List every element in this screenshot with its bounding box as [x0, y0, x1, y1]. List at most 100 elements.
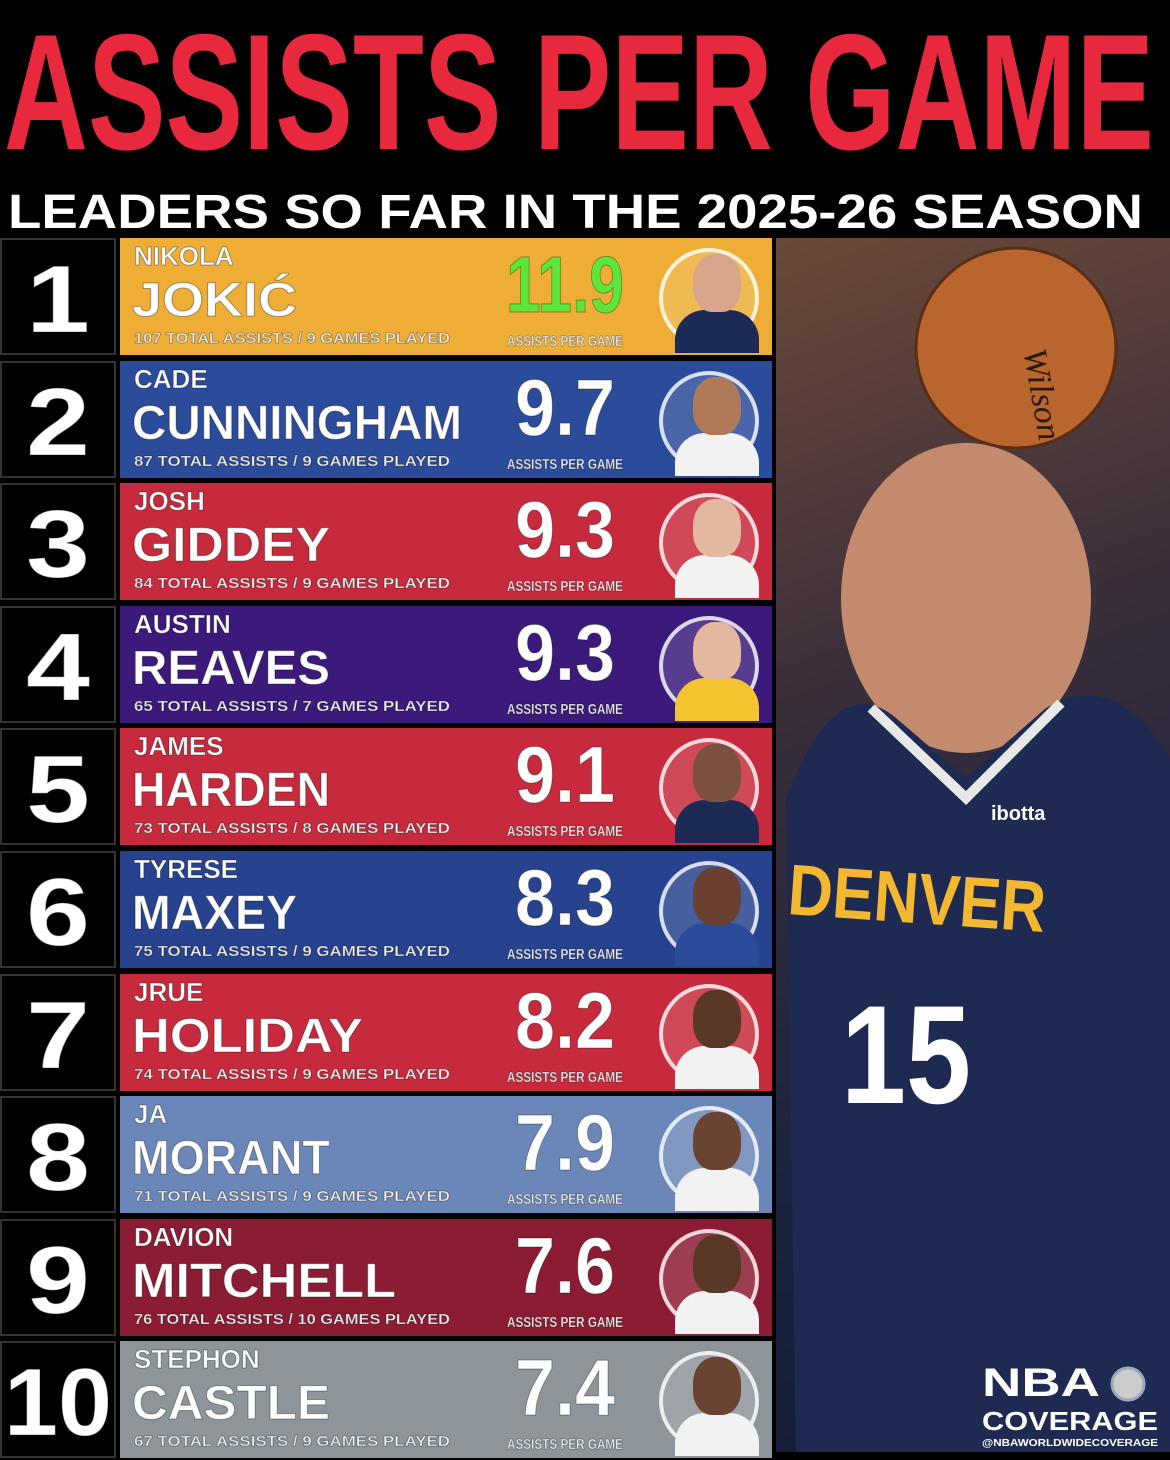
jersey-number: 15	[841, 976, 971, 1133]
player-face	[693, 376, 741, 435]
rank-badge: 9	[0, 1218, 116, 1336]
jersey-sponsor: ibotta	[991, 803, 1046, 825]
assists-per-game-label: ASSISTS PER GAME	[507, 701, 623, 718]
leader-row: 10 STEPHON CASTLE 67 TOTAL ASSISTS / 9 GAME…	[0, 1341, 776, 1459]
player-stats-line: 107 TOTAL ASSISTS / 9 GAMES PLAYED	[134, 330, 450, 347]
rank-number: 9	[26, 1227, 90, 1334]
assists-per-game-label: ASSISTS PER GAME	[507, 333, 623, 350]
rank-badge: 6	[0, 851, 116, 968]
watermark-line1: NBA	[982, 1361, 1100, 1405]
leader-row: 5 JAMES HARDEN 73 TOTAL ASSISTS / 8 GAMES P…	[0, 728, 776, 846]
player-headshot	[655, 485, 771, 599]
jersey	[675, 677, 759, 721]
watermark-handle: @NBAWORLDWIDECOVERAGE	[982, 1438, 1158, 1449]
page-title: ASSISTS PER GAME	[4, 0, 1154, 184]
player-last-name: REAVES	[132, 642, 330, 695]
player-stats-line: 87 TOTAL ASSISTS / 9 GAMES PLAYED	[134, 453, 450, 470]
player-panel: NIKOLA JOKIĆ 107 TOTAL ASSISTS / 9 GAMES P…	[120, 238, 772, 355]
leader-row: 6 TYRESE MAXEY 75 TOTAL ASSISTS / 9 GAMES P…	[0, 851, 776, 968]
player-face	[693, 1112, 741, 1171]
player-headshot	[655, 608, 771, 721]
player-panel: TYRESE MAXEY 75 TOTAL ASSISTS / 9 GAMES PL…	[120, 851, 772, 968]
player-headshot	[655, 1343, 771, 1457]
rank-number: 10	[4, 1349, 112, 1456]
player-last-name: MORANT	[132, 1132, 330, 1185]
player-first-name: JRUE	[134, 977, 203, 1007]
assists-per-game-value: 9.7	[515, 363, 615, 452]
player-panel: JOSH GIDDEY 84 TOTAL ASSISTS / 9 GAMES PLA…	[120, 483, 772, 601]
rank-badge: 5	[0, 728, 116, 846]
jersey	[675, 1168, 759, 1212]
player-first-name: JAMES	[134, 731, 224, 761]
player-face	[693, 621, 741, 680]
assists-per-game-label: ASSISTS PER GAME	[507, 823, 623, 840]
leader-row: 2 CADE CUNNINGHAM 87 TOTAL ASSISTS / 9 GAME…	[0, 360, 776, 478]
player-first-name: JOSH	[134, 486, 205, 516]
leader-row: 9 DAVION MITCHELL 76 TOTAL ASSISTS / 10 GAM…	[0, 1218, 776, 1336]
rank-badge: 2	[0, 360, 116, 478]
assists-per-game-value: 8.2	[515, 976, 615, 1065]
assists-per-game-label: ASSISTS PER GAME	[507, 1436, 623, 1453]
player-last-name: HARDEN	[132, 764, 330, 817]
player-headshot	[655, 1098, 771, 1212]
assists-per-game-value: 7.6	[515, 1221, 615, 1310]
basketball	[914, 246, 1118, 450]
rank-number: 2	[26, 369, 90, 476]
assists-per-game-value: 9.3	[515, 608, 615, 697]
jersey	[675, 1413, 759, 1457]
rank-badge: 3	[0, 483, 116, 601]
player-last-name: HOLIDAY	[132, 1010, 363, 1063]
player-panel: DAVION MITCHELL 76 TOTAL ASSISTS / 10 GAME…	[120, 1218, 772, 1336]
rank-number: 6	[26, 859, 90, 966]
leader-row: 4 AUSTIN REAVES 65 TOTAL ASSISTS / 7 GAMES …	[0, 605, 776, 723]
rank-badge: 1	[0, 238, 116, 355]
jersey-text: DENVER	[785, 850, 1048, 948]
leader-row: 1 NIKOLA JOKIĆ 107 TOTAL ASSISTS / 9 GAMES …	[0, 238, 776, 355]
jersey	[675, 800, 759, 844]
player-stats-line: 84 TOTAL ASSISTS / 9 GAMES PLAYED	[134, 575, 450, 592]
player-last-name: CUNNINGHAM	[132, 397, 462, 450]
player-panel: AUSTIN REAVES 65 TOTAL ASSISTS / 7 GAMES P…	[120, 605, 772, 723]
player-face	[693, 254, 741, 312]
assists-per-game-value: 8.3	[515, 853, 615, 942]
player-first-name: STEPHON	[134, 1344, 260, 1374]
player-stats-line: 71 TOTAL ASSISTS / 9 GAMES PLAYED	[134, 1188, 450, 1205]
player-first-name: NIKOLA	[134, 241, 234, 271]
rank-number: 8	[26, 1104, 90, 1211]
assists-per-game-label: ASSISTS PER GAME	[507, 1191, 623, 1208]
assists-per-game-value: 7.4	[515, 1343, 615, 1432]
assists-per-game-label: ASSISTS PER GAME	[507, 946, 623, 963]
rank-number: 3	[26, 491, 90, 598]
leader-row: 3 JOSH GIDDEY 84 TOTAL ASSISTS / 9 GAMES PL…	[0, 483, 776, 601]
player-stats-line: 75 TOTAL ASSISTS / 9 GAMES PLAYED	[134, 943, 450, 960]
player-headshot	[655, 363, 771, 476]
assists-per-game-value: 7.9	[515, 1098, 615, 1187]
player-headshot	[655, 1221, 771, 1334]
player-stats-line: 73 TOTAL ASSISTS / 8 GAMES PLAYED	[134, 820, 450, 837]
player-face	[693, 867, 741, 925]
jersey	[675, 555, 759, 599]
jersey	[675, 923, 759, 966]
player-face	[693, 1234, 741, 1293]
header: ASSISTS PER GAME LEADERS SO FAR IN THE 2…	[4, 0, 1154, 238]
player-face	[693, 499, 741, 558]
leader-row: 7 JRUE HOLIDAY 74 TOTAL ASSISTS / 9 GAMES P…	[0, 973, 776, 1091]
player-face	[693, 744, 741, 803]
player-panel: JAMES HARDEN 73 TOTAL ASSISTS / 8 GAMES PL…	[120, 728, 772, 846]
player-face	[693, 989, 741, 1048]
assists-per-game-label: ASSISTS PER GAME	[507, 1069, 623, 1086]
player-last-name: JOKIĆ	[132, 272, 297, 327]
player-first-name: JA	[134, 1099, 167, 1129]
rank-number: 7	[26, 982, 90, 1089]
player-panel: CADE CUNNINGHAM 87 TOTAL ASSISTS / 9 GAMES…	[120, 360, 772, 478]
player-last-name: GIDDEY	[132, 519, 330, 572]
player-headshot	[655, 976, 771, 1089]
rank-badge: 8	[0, 1096, 116, 1214]
player-panel: JA MORANT 71 TOTAL ASSISTS / 9 GAMES PLAYE…	[120, 1096, 772, 1214]
player-stats-line: 65 TOTAL ASSISTS / 7 GAMES PLAYED	[134, 698, 450, 715]
watermark-logo: NBA COVERAGE @NBAWORLDWIDECOVERAGE	[982, 1361, 1158, 1449]
player-stats-line: 74 TOTAL ASSISTS / 9 GAMES PLAYED	[134, 1066, 450, 1083]
player-first-name: AUSTIN	[134, 609, 231, 639]
player-stats-line: 76 TOTAL ASSISTS / 10 GAMES PLAYED	[134, 1311, 450, 1328]
assists-per-game-value: 9.3	[515, 485, 615, 574]
